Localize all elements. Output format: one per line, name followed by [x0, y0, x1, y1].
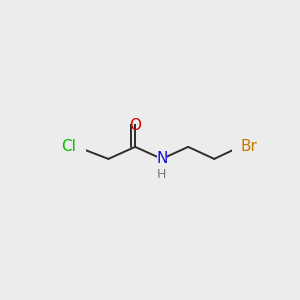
FancyBboxPatch shape	[129, 112, 141, 124]
FancyBboxPatch shape	[157, 152, 167, 165]
FancyBboxPatch shape	[65, 140, 86, 154]
FancyBboxPatch shape	[232, 140, 250, 154]
FancyBboxPatch shape	[158, 169, 166, 180]
Text: Br: Br	[241, 140, 258, 154]
Text: N: N	[156, 152, 168, 166]
Text: Cl: Cl	[61, 140, 76, 154]
Text: H: H	[157, 168, 167, 181]
Text: O: O	[129, 118, 141, 133]
